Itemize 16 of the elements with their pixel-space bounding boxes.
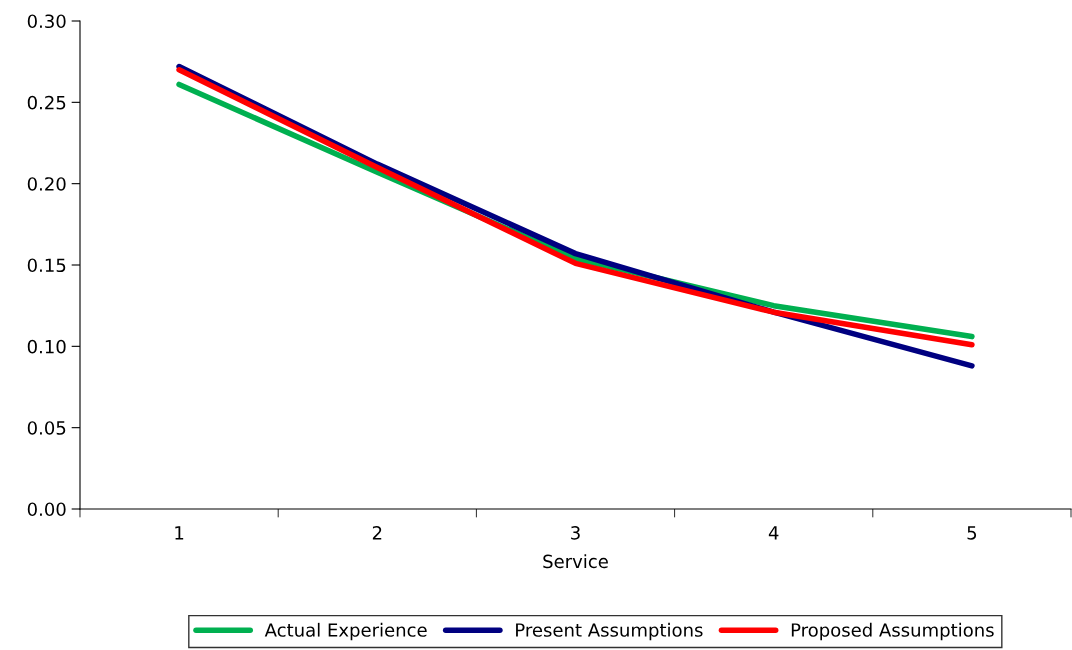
- y-tick-label: 0.30: [27, 14, 66, 29]
- x-tick-label: 5: [967, 526, 977, 540]
- legend-label: Proposed Assumptions: [791, 622, 994, 641]
- x-tick-label: 2: [372, 525, 382, 540]
- legend-label: Actual Experience: [264, 622, 427, 641]
- y-tick-label: 0.20: [27, 177, 66, 191]
- y-tick-label: 0.00: [27, 502, 66, 517]
- y-tick-label: 0.25: [27, 95, 66, 110]
- legend-label: Present Assumptions: [516, 622, 703, 641]
- x-tick-label: 3: [571, 525, 580, 540]
- x-tick-label: 1: [175, 526, 184, 540]
- y-tick-label: 0.10: [27, 339, 66, 354]
- x-axis-title: Service: [543, 554, 608, 569]
- y-tick-label: 0.15: [27, 258, 66, 273]
- x-tick-label: 4: [768, 526, 779, 540]
- y-tick-label: 0.05: [27, 421, 66, 435]
